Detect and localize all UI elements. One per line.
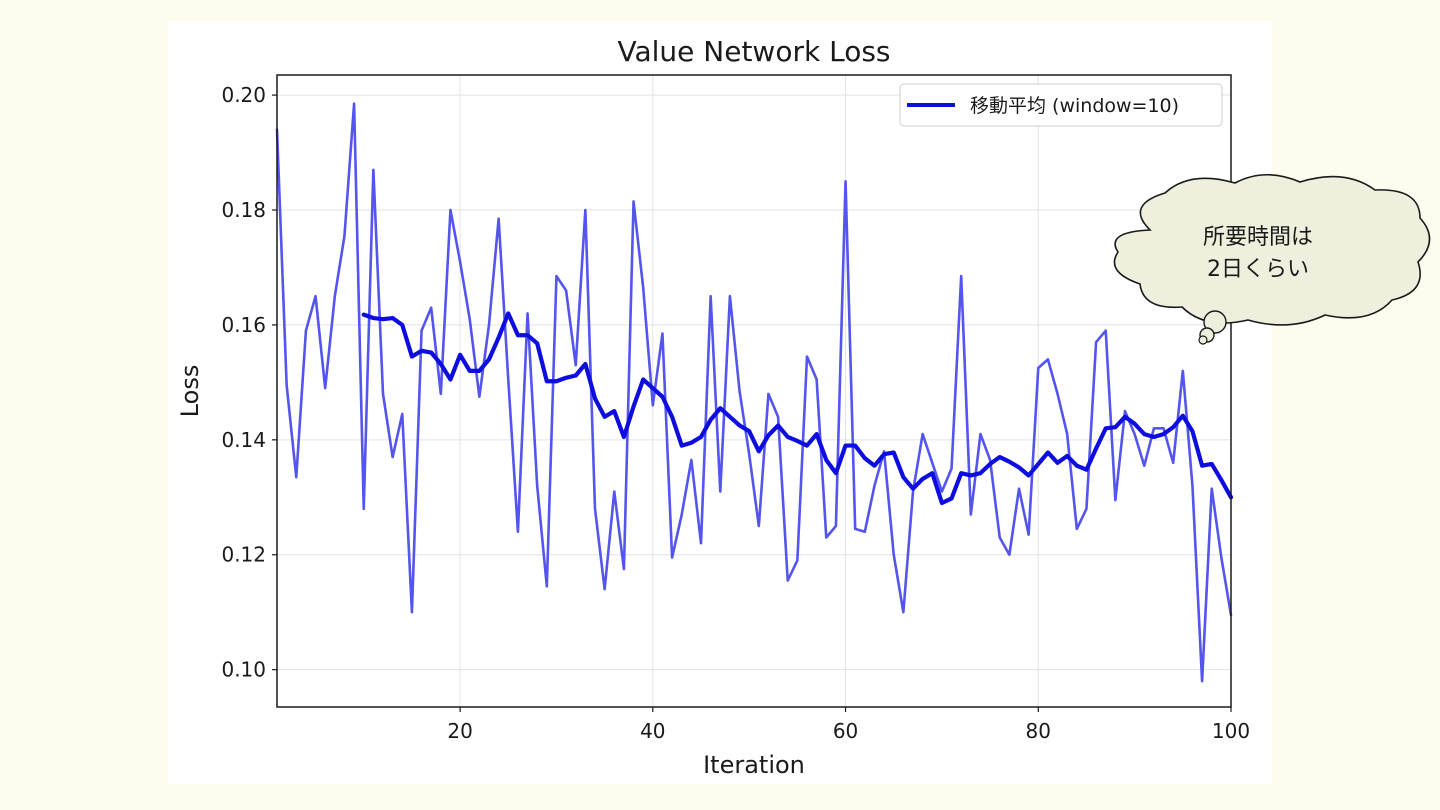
- y-ticks: 0.10 0.12 0.14 0.16 0.18 0.20: [221, 83, 277, 682]
- callout-line-1: 所要時間は: [1203, 225, 1313, 250]
- x-tick-label: 100: [1212, 719, 1250, 743]
- raw-loss-line: [275, 102, 1233, 683]
- y-axis-title: Loss: [176, 365, 204, 418]
- thought-dot-small: [1198, 335, 1208, 345]
- thought-cloud: [1113, 173, 1431, 326]
- y-tick-label: 0.16: [221, 313, 266, 337]
- y-tick-label: 0.14: [221, 428, 266, 452]
- y-tick-label: 0.20: [221, 83, 266, 107]
- chart-title: Value Network Loss: [617, 35, 890, 68]
- y-tick-label: 0.12: [221, 543, 266, 567]
- thought-dot-large: [1203, 310, 1227, 334]
- x-axis-title: Iteration: [703, 751, 805, 779]
- x-tick-label: 60: [833, 719, 858, 743]
- raw-loss-series: [275, 102, 1233, 683]
- x-tick-label: 20: [447, 719, 472, 743]
- thought-bubble: 所要時間は 2日くらい: [1113, 173, 1431, 345]
- moving-average-series: [361, 311, 1234, 506]
- plot-frame: [276, 74, 1232, 708]
- x-tick-label: 80: [1026, 719, 1051, 743]
- y-tick-label: 0.18: [221, 198, 266, 222]
- legend-label: 移動平均 (window=10): [970, 95, 1179, 117]
- legend-box: [899, 83, 1223, 127]
- x-ticks: 20 40 60 80 100: [447, 707, 1250, 743]
- legend: 移動平均 (window=10): [899, 83, 1223, 127]
- callout-line-2: 2日くらい: [1207, 257, 1309, 282]
- y-tick-label: 0.10: [221, 658, 266, 682]
- x-tick-label: 40: [640, 719, 665, 743]
- moving-average-line: [361, 311, 1234, 506]
